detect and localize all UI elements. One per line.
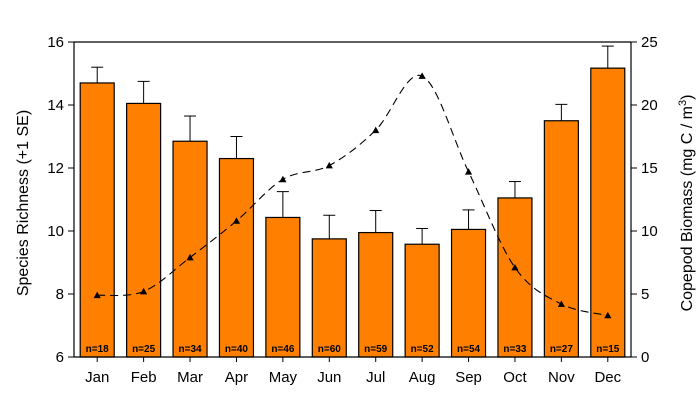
bar-apr — [218, 157, 255, 358]
error-bar-jul — [369, 210, 382, 233]
error-bar-feb — [137, 80, 150, 104]
y-left-tick-label: 16 — [47, 34, 64, 51]
biomass-point-dec — [604, 311, 612, 319]
x-tick-label-jan: Jan — [85, 369, 109, 386]
bar-aug — [404, 243, 440, 358]
error-bar-jan — [91, 66, 104, 83]
y-right-axis-title-main: Copepod Biomass (mg C / m — [679, 106, 696, 311]
bars — [79, 67, 626, 358]
error-bar-apr — [230, 136, 243, 159]
biomass-point-apr — [232, 217, 241, 224]
sample-size-aug: n=52 — [411, 344, 435, 355]
y-right-tick-label: 10 — [641, 223, 658, 240]
biomass-point-mar — [186, 253, 194, 261]
y-left-tick-label: 10 — [47, 223, 64, 240]
y-left-tick-label: 6 — [56, 349, 64, 366]
biomass-point-feb — [140, 287, 148, 295]
error-bar-aug — [416, 227, 429, 245]
biomass-point-oct — [511, 263, 519, 271]
y-left-tick-label: 12 — [47, 160, 64, 177]
error-bar-mar — [184, 115, 197, 142]
sample-size-feb: n=25 — [132, 344, 156, 355]
x-tick-label-jun: Jun — [317, 369, 341, 386]
y-left-tick-label: 8 — [56, 286, 64, 303]
sample-size-mar: n=34 — [179, 344, 203, 355]
y-right-tick-label: 5 — [641, 286, 649, 303]
bar-jun — [311, 238, 347, 358]
error-bar-may — [276, 191, 289, 218]
biomass-point-jul — [372, 126, 380, 134]
sample-size-nov: n=27 — [550, 344, 574, 355]
biomass-point-sep — [464, 168, 473, 175]
bar-oct — [497, 197, 533, 358]
sample-size-jan: n=18 — [86, 344, 110, 355]
x-tick-label-mar: Mar — [177, 369, 203, 386]
bar-may — [265, 216, 301, 358]
y-right-tick-label: 15 — [641, 160, 658, 177]
y-right-axis-title-suffix: ) — [679, 95, 696, 100]
biomass-point-may — [279, 175, 287, 183]
x-tick-label-sep: Sep — [455, 369, 482, 386]
bar-mar — [172, 140, 208, 358]
y-right-tick-label: 0 — [641, 349, 649, 366]
bar-feb — [126, 102, 162, 358]
error-bar-sep — [462, 209, 475, 230]
y-right-axis-title: Copepod Biomass (mg C / m3) — [677, 95, 696, 312]
x-tick-label-dec: Dec — [594, 369, 621, 386]
biomass-point-nov — [557, 300, 565, 307]
sample-size-labels: n=18 n=25 n=34 n=40 n=46 n=60 n=59 n=52 n=54 n=33… — [86, 344, 620, 355]
x-tick-label-nov: Nov — [548, 369, 575, 386]
sample-size-may: n=46 — [271, 344, 295, 355]
y-right-tick-label: 25 — [641, 34, 658, 51]
y-right-axis-title-superscript: 3 — [677, 100, 689, 106]
bar-sep — [450, 228, 487, 358]
biomass-point-jun — [325, 161, 333, 169]
biomass-point-aug — [418, 72, 426, 79]
bar-dec — [590, 67, 626, 358]
x-tick-label-aug: Aug — [409, 369, 436, 386]
x-tick-label-jul: Jul — [366, 369, 385, 386]
x-tick-label-may: May — [269, 369, 298, 386]
bar-nov — [543, 120, 579, 358]
biomass-line — [93, 72, 612, 319]
x-tick-label-oct: Oct — [503, 369, 527, 386]
error-bar-dec — [601, 45, 614, 69]
error-bars — [91, 45, 614, 245]
sample-size-apr: n=40 — [225, 344, 249, 355]
sample-size-oct: n=33 — [503, 344, 527, 355]
error-bar-oct — [508, 181, 521, 198]
x-tick-label-feb: Feb — [131, 369, 157, 386]
sample-size-jul: n=59 — [364, 344, 388, 355]
error-bar-jun — [323, 214, 336, 239]
sample-size-dec: n=15 — [596, 344, 620, 355]
y-right-tick-label: 20 — [641, 97, 658, 114]
error-bar-nov — [555, 103, 568, 121]
biomass-point-jan — [93, 291, 101, 299]
sample-size-sep: n=54 — [457, 344, 481, 355]
y-left-axis-title: Species Richness (+1 SE) — [15, 110, 32, 296]
bar-jul — [358, 231, 394, 358]
bar-jan — [79, 82, 115, 358]
tick-labels: 6 8 10 12 14 16 0 5 10 15 20 25 Jan Feb Mar Apr May Jun Ju… — [47, 34, 657, 386]
y-left-tick-label: 14 — [47, 97, 64, 114]
axes — [68, 41, 637, 362]
x-tick-label-apr: Apr — [225, 369, 248, 386]
sample-size-jun: n=60 — [318, 344, 342, 355]
